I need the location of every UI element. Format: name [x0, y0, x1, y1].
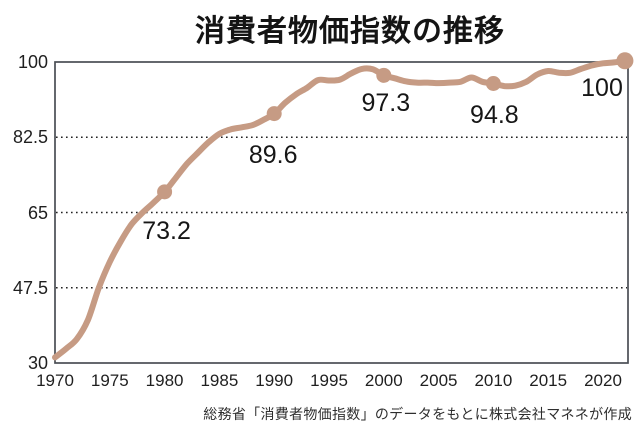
x-tick-label: 2010 [474, 371, 513, 390]
data-point-marker [157, 184, 173, 200]
x-tick-label: 1980 [145, 371, 184, 390]
x-tick-label: 1975 [90, 371, 129, 390]
x-tick-label: 2000 [364, 371, 403, 390]
plot-border [54, 61, 629, 364]
x-tick-label: 1990 [255, 371, 294, 390]
cpi-line [52, 57, 628, 361]
data-point-label: 94.8 [470, 100, 519, 129]
x-tick-label: 1985 [200, 371, 239, 390]
x-tick-label: 1970 [36, 371, 74, 390]
data-point-marker [376, 67, 392, 83]
y-tick-label: 30 [27, 353, 48, 373]
x-tick-label: 1995 [310, 371, 348, 390]
y-tick-label: 82.5 [12, 127, 48, 148]
data-point-marker [266, 106, 282, 122]
data-point-label: 89.6 [248, 140, 298, 169]
y-tick-label: 65 [27, 202, 48, 223]
y-tick-label: 47.5 [12, 277, 48, 298]
data-point-label: 100 [581, 74, 623, 103]
x-tick-label: 2015 [529, 371, 568, 390]
x-tick-label: 2005 [419, 371, 458, 390]
source-note: 総務省「消費者物価指数」のデータをもとに株式会社マネネが作成 [203, 406, 632, 422]
data-point-label: 73.2 [142, 216, 191, 245]
x-tick-label: 2020 [584, 371, 622, 390]
data-point-marker [616, 52, 634, 70]
y-tick-label: 100 [17, 52, 48, 72]
data-point-marker [485, 76, 501, 91]
chart-title: 消費者物価指数の推移 [195, 15, 505, 48]
data-point-label: 97.3 [361, 89, 411, 118]
